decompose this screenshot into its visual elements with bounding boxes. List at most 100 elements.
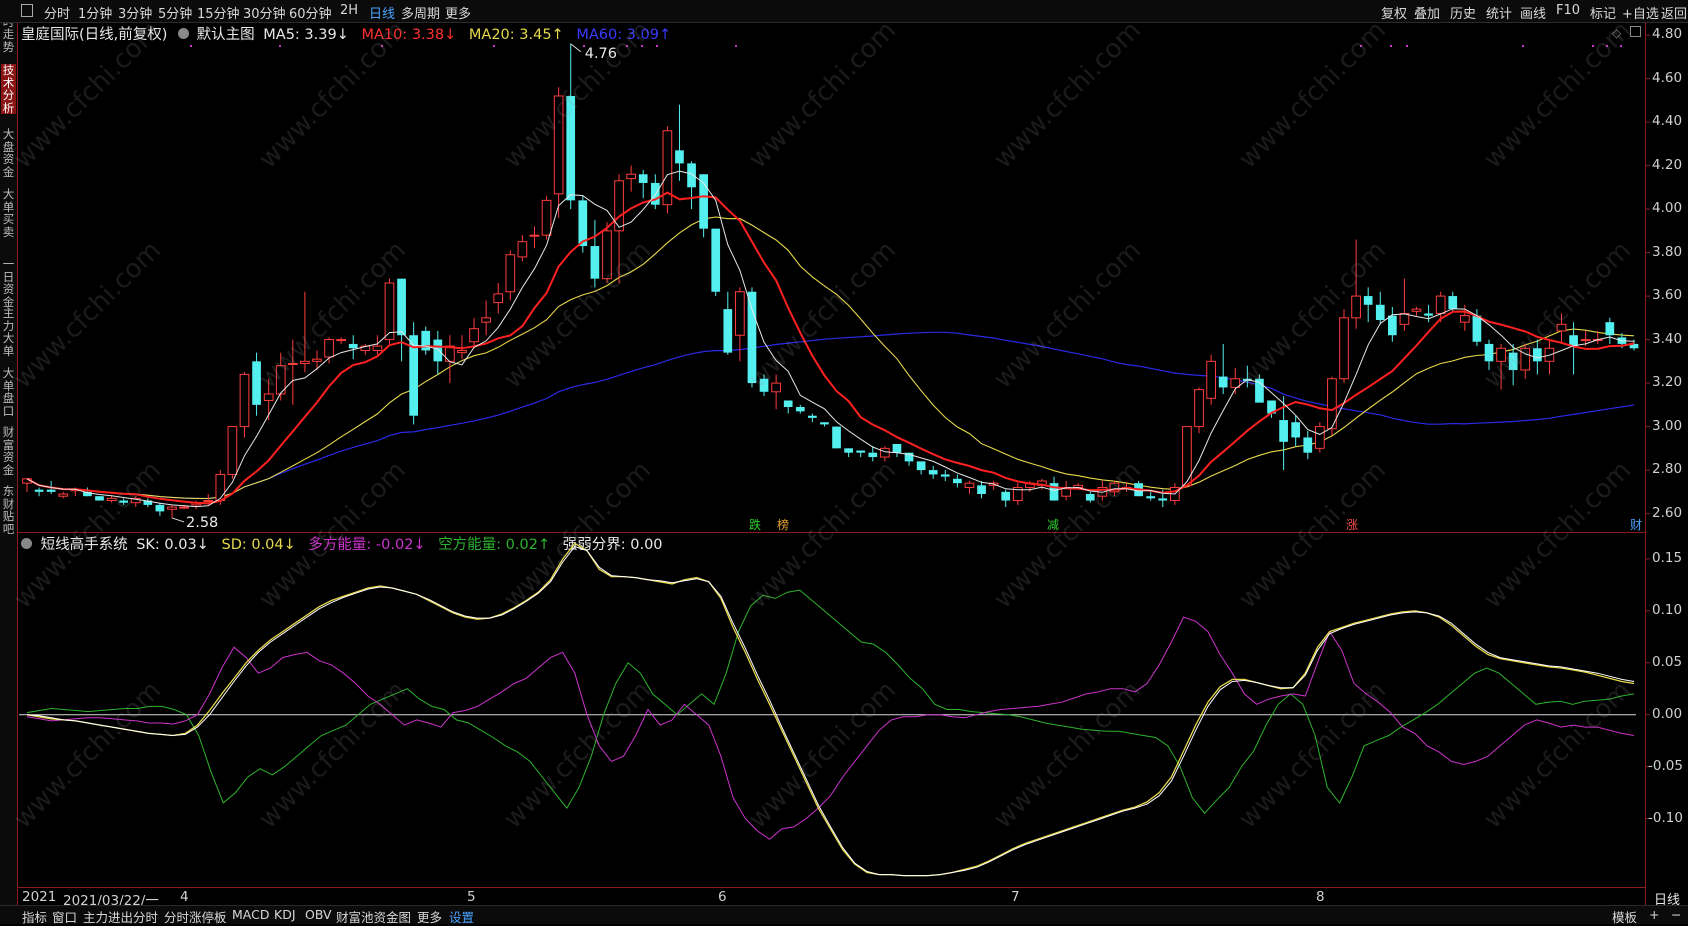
candle[interactable]: [614, 174, 624, 284]
candle[interactable]: [505, 250, 516, 301]
candle[interactable]: [421, 326, 431, 355]
candle[interactable]: [58, 491, 69, 499]
candle[interactable]: [735, 287, 745, 362]
candle[interactable]: [34, 487, 44, 497]
candle[interactable]: [227, 426, 238, 479]
period-tab-10[interactable]: 更多: [445, 7, 472, 22]
candle[interactable]: [469, 317, 479, 349]
candle[interactable]: [1351, 239, 1361, 329]
sidebar-tab-7[interactable]: 财富资金: [2, 425, 15, 477]
candle[interactable]: [1520, 343, 1531, 379]
candle[interactable]: [312, 350, 322, 371]
candle[interactable]: [1605, 317, 1615, 344]
candle[interactable]: [372, 335, 383, 355]
tool-button-7[interactable]: +自选: [1622, 7, 1659, 22]
candle[interactable]: [844, 448, 853, 458]
candle[interactable]: [263, 378, 274, 421]
period-tab-1[interactable]: 1分钟: [78, 7, 113, 22]
bottom-tab-8[interactable]: 更多: [417, 910, 443, 925]
candle[interactable]: [1267, 400, 1276, 418]
candle[interactable]: [155, 502, 165, 516]
sidebar-tab-6[interactable]: 大单盘口: [2, 366, 15, 418]
candle[interactable]: [1012, 483, 1023, 505]
sidebar-tab-8[interactable]: 东财贴吧: [2, 484, 15, 536]
candle[interactable]: [1327, 376, 1337, 436]
candle[interactable]: [1194, 387, 1204, 434]
candle[interactable]: [409, 322, 418, 425]
candle[interactable]: [1339, 309, 1349, 384]
candle[interactable]: [1061, 480, 1071, 501]
candle[interactable]: [1508, 343, 1518, 386]
candle[interactable]: [783, 400, 793, 414]
candle[interactable]: [167, 504, 177, 518]
candle[interactable]: [252, 352, 261, 416]
bottom-tab-2[interactable]: 主力进出分时: [83, 910, 159, 925]
tool-button-0[interactable]: 复权: [1381, 7, 1408, 22]
candle[interactable]: [1255, 374, 1264, 403]
candle[interactable]: [433, 330, 443, 375]
candle[interactable]: [662, 126, 673, 214]
candle[interactable]: [1291, 415, 1301, 447]
indicator-gear-icon[interactable]: [21, 538, 32, 549]
tool-button-2[interactable]: 历史: [1450, 7, 1477, 22]
period-tab-5[interactable]: 30分钟: [243, 7, 286, 22]
candle[interactable]: [1001, 489, 1011, 508]
candle[interactable]: [95, 496, 104, 501]
bottom-tab-0[interactable]: 指标: [22, 910, 48, 925]
candle[interactable]: [1484, 339, 1494, 371]
candle[interactable]: [481, 300, 491, 336]
candle[interactable]: [747, 287, 757, 388]
candle[interactable]: [1629, 339, 1639, 351]
period-tab-2[interactable]: 3分钟: [118, 7, 153, 22]
candle[interactable]: [457, 335, 467, 360]
candle[interactable]: [553, 87, 564, 218]
candle[interactable]: [541, 196, 552, 240]
candle[interactable]: [1424, 304, 1433, 323]
candle[interactable]: [953, 474, 962, 488]
candle[interactable]: [143, 498, 153, 508]
candle[interactable]: [1448, 291, 1458, 312]
bottom-tab-5[interactable]: KDJ: [274, 907, 296, 922]
candle[interactable]: [808, 413, 817, 423]
sidebar-tab-5[interactable]: 主力大单: [2, 306, 15, 358]
candle[interactable]: [1206, 354, 1216, 405]
candle[interactable]: [384, 278, 395, 344]
candle[interactable]: [1496, 343, 1506, 390]
period-tab-4[interactable]: 15分钟: [197, 7, 240, 22]
tool-button-1[interactable]: 叠加: [1414, 7, 1441, 22]
candle[interactable]: [1387, 306, 1397, 342]
candle[interactable]: [856, 450, 866, 458]
candle[interactable]: [1399, 278, 1410, 331]
bottom-right-2[interactable]: −: [1671, 907, 1682, 922]
preset-label[interactable]: 默认主图: [196, 27, 255, 43]
tool-button-8[interactable]: 返回: [1661, 7, 1688, 22]
candle[interactable]: [1556, 313, 1567, 344]
candle[interactable]: [675, 104, 684, 181]
candle[interactable]: [1182, 426, 1192, 488]
candle[interactable]: [602, 222, 612, 284]
candle[interactable]: [795, 404, 805, 414]
candle[interactable]: [566, 43, 576, 210]
candle[interactable]: [964, 480, 975, 495]
candle[interactable]: [1230, 367, 1241, 394]
candle[interactable]: [493, 283, 504, 314]
candle[interactable]: [397, 278, 406, 362]
candle[interactable]: [578, 196, 588, 253]
settings-gear-icon[interactable]: [178, 28, 190, 39]
candle[interactable]: [1544, 339, 1555, 375]
candle[interactable]: [1314, 422, 1325, 453]
candle[interactable]: [687, 161, 696, 210]
period-tab-8[interactable]: 日线: [369, 7, 396, 22]
candle[interactable]: [626, 165, 636, 192]
candle[interactable]: [324, 337, 334, 364]
candle[interactable]: [638, 169, 648, 199]
candle[interactable]: [771, 374, 781, 410]
candle[interactable]: [650, 174, 660, 210]
candle[interactable]: [1085, 491, 1095, 503]
candle[interactable]: [723, 291, 733, 355]
collapse-icon[interactable]: [1630, 26, 1641, 37]
candle[interactable]: [1218, 343, 1228, 394]
sidebar-tab-4[interactable]: 一日资金: [2, 257, 15, 309]
candle[interactable]: [1411, 306, 1422, 316]
